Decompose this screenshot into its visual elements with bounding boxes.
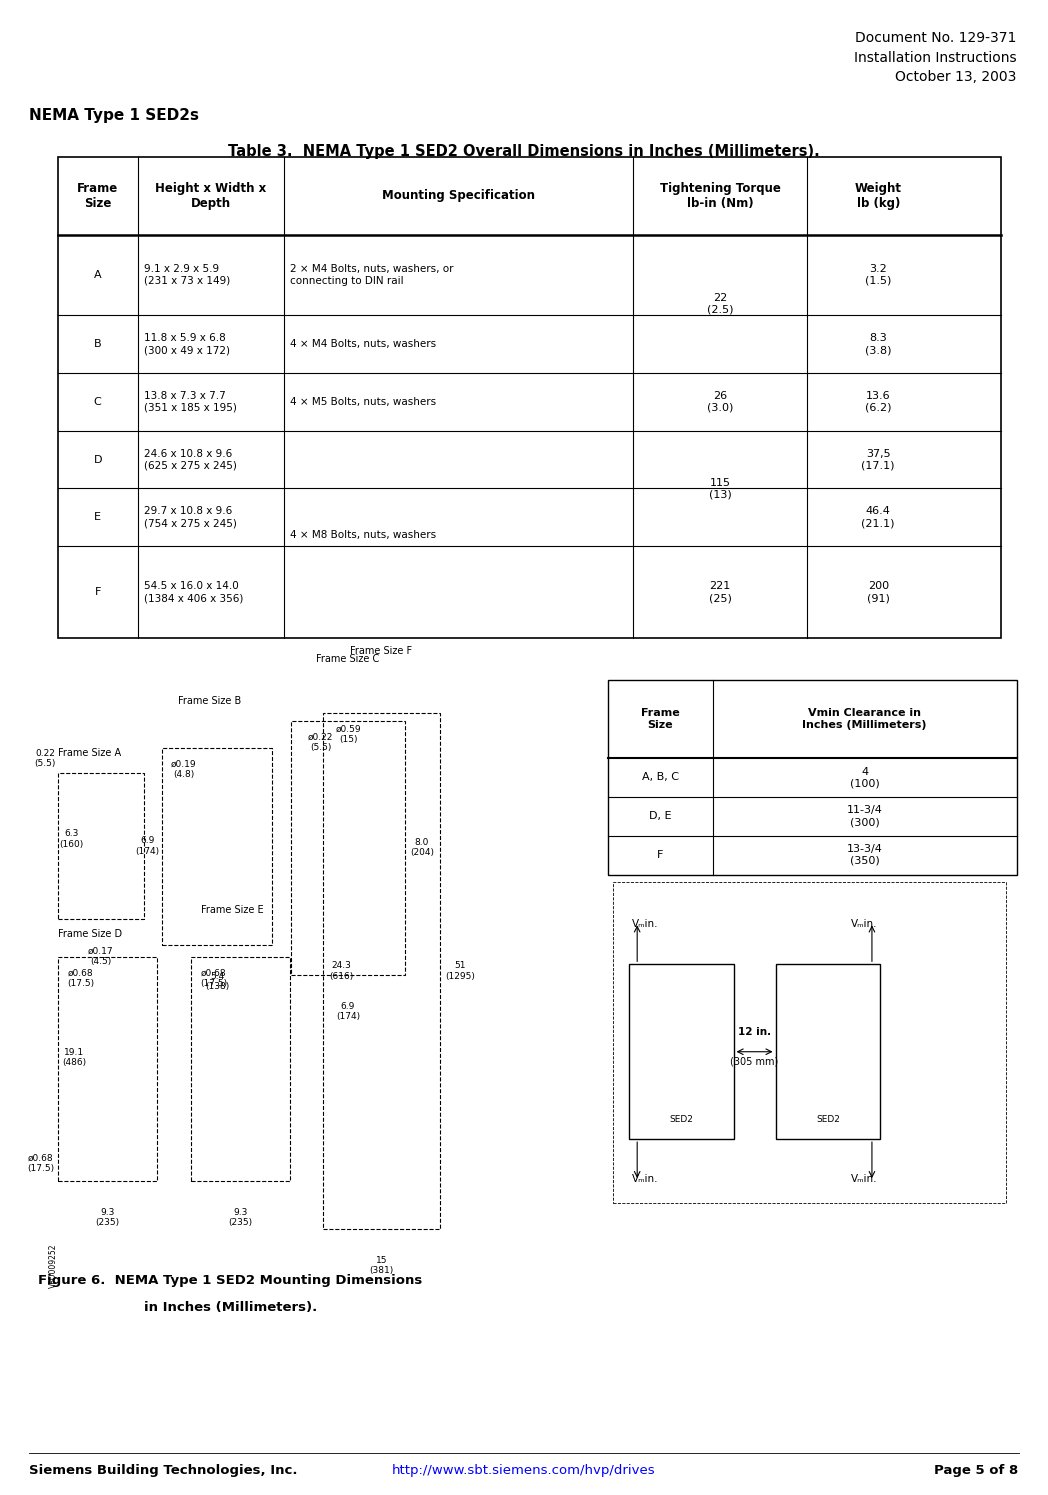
Text: 6.9
(174): 6.9 (174) [335, 1002, 361, 1021]
Text: 5.4
(138): 5.4 (138) [205, 972, 230, 991]
Text: 26
(3.0): 26 (3.0) [707, 392, 734, 413]
Text: 4 × M4 Bolts, nuts, washers: 4 × M4 Bolts, nuts, washers [290, 339, 436, 350]
Text: ø0.59
(15): ø0.59 (15) [336, 725, 362, 745]
Text: Weight
lb (kg): Weight lb (kg) [855, 182, 901, 209]
Text: 4
(100): 4 (100) [850, 767, 879, 788]
Text: 22
(2.5): 22 (2.5) [707, 293, 734, 315]
Text: 13.8 x 7.3 x 7.7
(351 x 185 x 195): 13.8 x 7.3 x 7.7 (351 x 185 x 195) [145, 392, 237, 413]
Text: 200
(91): 200 (91) [867, 582, 890, 602]
Text: 15
(381): 15 (381) [369, 1256, 394, 1275]
Text: Tightening Torque
lb-in (Nm): Tightening Torque lb-in (Nm) [660, 182, 781, 209]
Text: D, E: D, E [649, 812, 672, 821]
Text: A: A [94, 271, 102, 280]
Text: C: C [94, 398, 102, 407]
Bar [613, 882, 1006, 1203]
Text: Frame Size F: Frame Size F [350, 646, 413, 656]
Text: Installation Instructions: Installation Instructions [854, 51, 1017, 64]
Text: ø0.19
(4.8): ø0.19 (4.8) [171, 759, 196, 779]
Text: Frame
Size: Frame Size [78, 182, 118, 209]
Text: Frame
Size: Frame Size [641, 709, 679, 730]
Text: SED2: SED2 [670, 1115, 693, 1124]
Text: Height x Width x
Depth: Height x Width x Depth [155, 182, 266, 209]
Bar [323, 713, 440, 1229]
Text: E: E [94, 513, 102, 522]
Text: 9.1 x 2.9 x 5.9
(231 x 73 x 149): 9.1 x 2.9 x 5.9 (231 x 73 x 149) [145, 265, 231, 286]
Text: ø0.68
(17.5): ø0.68 (17.5) [27, 1154, 54, 1172]
Text: Frame Size E: Frame Size E [201, 904, 264, 915]
Text: 51
(1295): 51 (1295) [445, 961, 476, 981]
Text: Table 3.  NEMA Type 1 SED2 Overall Dimensions in Inches (Millimeters).: Table 3. NEMA Type 1 SED2 Overall Dimens… [228, 144, 820, 158]
Text: Mounting Specification: Mounting Specification [383, 190, 534, 202]
Text: NEMA Type 1 SED2s: NEMA Type 1 SED2s [29, 108, 199, 123]
Text: October 13, 2003: October 13, 2003 [895, 70, 1017, 84]
Bar [58, 773, 144, 919]
Bar [291, 721, 405, 975]
Text: 4 × M5 Bolts, nuts, washers: 4 × M5 Bolts, nuts, washers [290, 398, 436, 407]
Text: 29.7 x 10.8 x 9.6
(754 x 275 x 245): 29.7 x 10.8 x 9.6 (754 x 275 x 245) [145, 507, 237, 528]
Text: Vₘin.: Vₘin. [851, 1174, 877, 1184]
Text: B: B [94, 339, 102, 350]
Text: Page 5 of 8: Page 5 of 8 [935, 1464, 1019, 1477]
Text: 4 × M8 Bolts, nuts, washers: 4 × M8 Bolts, nuts, washers [290, 529, 436, 540]
Text: F: F [94, 588, 101, 597]
Text: Vₘin.: Vₘin. [851, 919, 877, 930]
Text: D: D [93, 454, 102, 465]
Bar [629, 964, 734, 1139]
Text: (305 mm): (305 mm) [730, 1055, 779, 1066]
Text: Frame Size C: Frame Size C [316, 653, 379, 664]
Text: 9.3
(235): 9.3 (235) [228, 1208, 253, 1227]
Text: Frame Size D: Frame Size D [58, 928, 122, 939]
Text: 11.8 x 5.9 x 6.8
(300 x 49 x 172): 11.8 x 5.9 x 6.8 (300 x 49 x 172) [145, 333, 231, 356]
Text: 2 × M4 Bolts, nuts, washers, or
connecting to DIN rail: 2 × M4 Bolts, nuts, washers, or connecti… [290, 265, 454, 286]
Text: 24.6 x 10.8 x 9.6
(625 x 275 x 245): 24.6 x 10.8 x 9.6 (625 x 275 x 245) [145, 448, 237, 471]
Text: 11-3/4
(300): 11-3/4 (300) [847, 806, 882, 827]
Text: ø0.22
(5.5): ø0.22 (5.5) [308, 733, 333, 752]
Text: ø0.68
(17.5): ø0.68 (17.5) [200, 969, 227, 988]
Bar [162, 748, 272, 945]
Text: Document No. 129-371: Document No. 129-371 [855, 31, 1017, 45]
Text: 8.3
(3.8): 8.3 (3.8) [865, 333, 892, 356]
Text: 46.4
(21.1): 46.4 (21.1) [861, 507, 895, 528]
Text: ø0.68
(17.5): ø0.68 (17.5) [67, 969, 94, 988]
Bar [191, 957, 290, 1181]
Text: ø0.17
(4.5): ø0.17 (4.5) [88, 946, 113, 966]
Text: 37,5
(17.1): 37,5 (17.1) [861, 448, 895, 471]
Text: SED2: SED2 [816, 1115, 839, 1124]
Text: 13-3/4
(350): 13-3/4 (350) [847, 845, 882, 866]
Bar [58, 157, 1001, 638]
Bar [776, 964, 880, 1139]
Text: 9.3
(235): 9.3 (235) [95, 1208, 119, 1227]
Text: F: F [657, 851, 663, 860]
Text: 6.3
(160): 6.3 (160) [60, 830, 84, 849]
Text: 54.5 x 16.0 x 14.0
(1384 x 406 x 356): 54.5 x 16.0 x 14.0 (1384 x 406 x 356) [145, 582, 243, 602]
Text: 6.9
(174): 6.9 (174) [135, 837, 159, 855]
Text: Vmin Clearance in
Inches (Millimeters): Vmin Clearance in Inches (Millimeters) [803, 709, 926, 730]
Bar [58, 957, 157, 1181]
Text: 115
(13): 115 (13) [708, 477, 732, 499]
Text: A, B, C: A, B, C [641, 773, 679, 782]
Text: 0.22
(5.5): 0.22 (5.5) [35, 749, 56, 768]
Text: in Inches (Millimeters).: in Inches (Millimeters). [144, 1301, 318, 1314]
Text: Vₘin.: Vₘin. [632, 1174, 658, 1184]
Text: 13.6
(6.2): 13.6 (6.2) [865, 392, 892, 413]
Text: 3.2
(1.5): 3.2 (1.5) [865, 265, 892, 286]
Text: 8.0
(204): 8.0 (204) [410, 839, 434, 857]
Bar [608, 680, 1017, 875]
Text: Figure 6.  NEMA Type 1 SED2 Mounting Dimensions: Figure 6. NEMA Type 1 SED2 Mounting Dime… [39, 1274, 422, 1287]
Text: VFD009252: VFD009252 [49, 1244, 59, 1289]
Text: 12 in.: 12 in. [738, 1027, 771, 1038]
Text: Frame Size B: Frame Size B [178, 695, 241, 706]
Text: Frame Size A: Frame Size A [58, 748, 121, 758]
Text: http://www.sbt.siemens.com/hvp/drives: http://www.sbt.siemens.com/hvp/drives [392, 1464, 656, 1477]
Text: Siemens Building Technologies, Inc.: Siemens Building Technologies, Inc. [29, 1464, 298, 1477]
Text: 221
(25): 221 (25) [708, 582, 732, 602]
Text: 19.1
(486): 19.1 (486) [62, 1048, 86, 1067]
Text: Vₘin.: Vₘin. [632, 919, 658, 930]
Text: 24.3
(616): 24.3 (616) [329, 961, 353, 981]
